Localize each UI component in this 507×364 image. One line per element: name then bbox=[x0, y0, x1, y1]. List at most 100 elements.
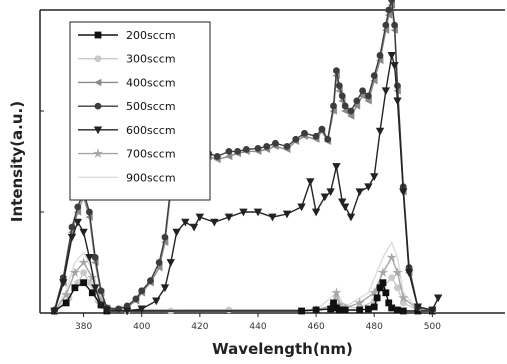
data-point-700sccm bbox=[69, 267, 81, 277]
data-point-600sccm bbox=[152, 297, 161, 306]
data-point-400sccm bbox=[73, 208, 82, 216]
data-point-500sccm bbox=[359, 87, 366, 95]
data-point-500sccm bbox=[312, 132, 320, 140]
data-point-600sccm bbox=[340, 203, 350, 212]
data-point-500sccm bbox=[365, 92, 372, 100]
legend-label: 300sccm bbox=[126, 53, 176, 66]
legend-label: 900sccm bbox=[126, 171, 176, 184]
data-point-700sccm bbox=[398, 292, 409, 303]
data-point-600sccm bbox=[123, 307, 132, 316]
data-point-500sccm bbox=[91, 254, 99, 261]
legend: 200sccm 300sccm 400sccm 500sccm 600sccm 700sc… bbox=[69, 21, 211, 201]
data-point-500sccm bbox=[292, 135, 300, 143]
data-point-300sccm bbox=[80, 269, 87, 277]
data-point-700sccm bbox=[392, 267, 403, 277]
data-point-500sccm bbox=[385, 6, 393, 14]
data-point-300sccm bbox=[388, 274, 396, 282]
data-point-200sccm bbox=[327, 305, 335, 313]
data-point-600sccm bbox=[67, 233, 77, 242]
legend-entry-500sccm: 500sccm bbox=[78, 100, 176, 113]
data-point-600sccm bbox=[210, 218, 219, 227]
data-point-700sccm bbox=[60, 289, 72, 300]
data-point-500sccm bbox=[347, 107, 355, 115]
x-tick-label: 500 bbox=[424, 322, 441, 332]
data-point-500sccm bbox=[68, 223, 76, 231]
data-point-200sccm bbox=[356, 306, 364, 314]
data-point-600sccm bbox=[79, 228, 88, 237]
data-point-500sccm bbox=[272, 139, 279, 147]
plot-frame bbox=[39, 9, 505, 314]
data-point-500sccm bbox=[333, 67, 340, 74]
data-point-600sccm bbox=[91, 284, 100, 293]
data-point-300sccm bbox=[399, 299, 407, 307]
data-point-600sccm bbox=[346, 213, 356, 222]
legend-swatch-marker bbox=[94, 31, 102, 39]
data-point-600sccm bbox=[166, 259, 175, 267]
data-point-500sccm bbox=[86, 208, 93, 216]
data-point-200sccm bbox=[80, 279, 87, 287]
data-point-500sccm bbox=[147, 277, 154, 285]
data-point-700sccm bbox=[386, 253, 397, 262]
data-point-200sccm bbox=[373, 294, 381, 302]
data-point-200sccm bbox=[335, 306, 343, 314]
data-point-500sccm bbox=[234, 147, 242, 155]
data-point-600sccm bbox=[73, 218, 82, 227]
data-point-700sccm bbox=[87, 272, 98, 283]
data-point-200sccm bbox=[382, 289, 390, 297]
legend-swatch-marker bbox=[94, 102, 102, 110]
data-point-500sccm bbox=[341, 102, 349, 110]
data-point-500sccm bbox=[376, 52, 384, 59]
data-point-600sccm bbox=[413, 303, 422, 312]
data-point-700sccm bbox=[354, 297, 365, 308]
data-point-600sccm bbox=[96, 301, 106, 310]
legend-box bbox=[69, 21, 211, 201]
data-point-700sccm bbox=[368, 287, 380, 298]
data-point-500sccm bbox=[301, 129, 308, 137]
data-point-500sccm bbox=[338, 92, 346, 100]
legend-label: 200sccm bbox=[126, 29, 176, 42]
data-point-400sccm bbox=[376, 56, 384, 65]
data-point-600sccm bbox=[387, 52, 396, 60]
data-point-600sccm bbox=[326, 188, 335, 197]
data-point-600sccm bbox=[390, 62, 399, 70]
data-point-200sccm bbox=[365, 305, 372, 313]
legend-entry-900sccm: 900sccm bbox=[78, 171, 176, 184]
data-point-500sccm bbox=[330, 102, 337, 110]
y-axis-ticks bbox=[40, 110, 44, 314]
data-point-600sccm bbox=[320, 193, 329, 202]
data-point-500sccm bbox=[335, 82, 343, 90]
data-point-600sccm bbox=[433, 294, 443, 303]
data-point-400sccm bbox=[155, 263, 163, 272]
legend-swatch-marker bbox=[92, 148, 104, 159]
data-point-600sccm bbox=[297, 203, 306, 212]
x-tick-label: 400 bbox=[133, 322, 150, 332]
data-point-300sccm bbox=[394, 284, 401, 292]
data-point-500sccm bbox=[391, 21, 398, 29]
data-point-600sccm bbox=[137, 305, 146, 314]
legend-swatch-marker bbox=[94, 55, 102, 63]
data-point-200sccm bbox=[341, 306, 349, 314]
data-point-200sccm bbox=[298, 307, 305, 315]
data-point-600sccm bbox=[375, 127, 385, 136]
legend-entry-300sccm: 300sccm bbox=[78, 53, 176, 66]
data-point-600sccm bbox=[428, 306, 437, 315]
data-point-200sccm bbox=[379, 279, 387, 287]
data-point-500sccm bbox=[138, 287, 146, 295]
data-point-600sccm bbox=[85, 254, 94, 262]
y-axis-title: Intensity(a.u.) bbox=[8, 101, 26, 222]
data-point-500sccm bbox=[161, 233, 169, 241]
data-point-600sccm bbox=[189, 223, 199, 232]
data-point-600sccm bbox=[306, 178, 315, 187]
data-point-600sccm bbox=[160, 284, 170, 293]
data-point-600sccm bbox=[364, 183, 373, 192]
data-point-500sccm bbox=[394, 82, 401, 90]
legend-entry-400sccm: 400sccm bbox=[78, 76, 176, 89]
data-point-500sccm bbox=[263, 142, 271, 150]
data-point-600sccm bbox=[181, 218, 190, 227]
data-point-600sccm bbox=[268, 213, 277, 222]
data-point-600sccm bbox=[381, 87, 391, 96]
data-point-500sccm bbox=[283, 142, 291, 150]
data-point-500sccm bbox=[382, 21, 390, 29]
